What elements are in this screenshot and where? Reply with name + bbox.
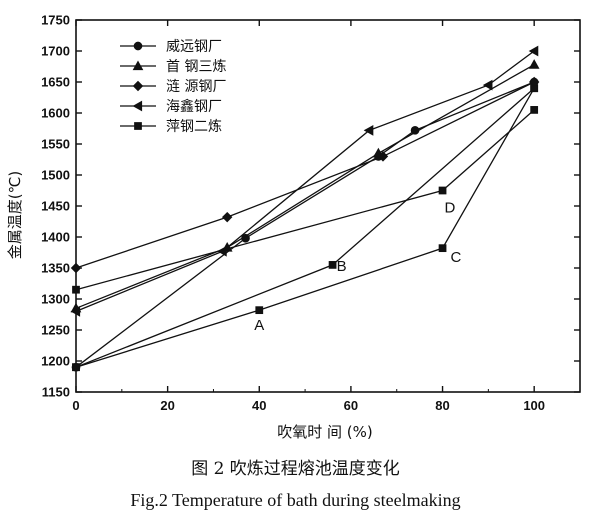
data-point (72, 285, 80, 294)
legend-marker (132, 60, 144, 71)
series-lines (70, 45, 540, 372)
data-point (72, 363, 80, 372)
data-point (438, 244, 447, 253)
series-line (75, 64, 535, 309)
legend-marker (134, 122, 142, 130)
y-tick-label: 1450 (41, 199, 70, 214)
legend-marker (132, 80, 144, 92)
annotation-label: C (451, 249, 462, 266)
data-point (377, 151, 389, 162)
plot-frame (75, 19, 581, 393)
y-axis-label: 金属温度(℃) (6, 171, 24, 260)
data-point (363, 125, 374, 136)
x-tick-label: 80 (435, 398, 449, 413)
series-6 (72, 84, 539, 372)
series-1 (71, 77, 539, 372)
annotation-label: B (337, 258, 347, 275)
series-line (75, 109, 535, 291)
annotation-label: D (445, 200, 456, 217)
data-point (70, 262, 82, 274)
x-tick-label: 20 (160, 398, 174, 413)
figure-caption-chinese: 图 2 吹炼过程熔池温度变化 (191, 459, 400, 479)
y-tick-label: 1700 (41, 44, 70, 59)
annotations: A B C D (254, 200, 461, 335)
series-line (75, 81, 535, 269)
legend-label: 萍钢二炼 (166, 119, 222, 135)
data-point (221, 211, 233, 223)
x-axis-label: 吹氧时 间 (%) (277, 423, 373, 441)
series-7 (72, 106, 539, 294)
data-point (528, 59, 540, 69)
y-tick-label: 1200 (41, 354, 70, 369)
y-tick-label: 1750 (41, 13, 70, 28)
legend-label: 海鑫钢厂 (166, 98, 222, 115)
data-point (530, 84, 539, 93)
figure-caption-english: Fig.2 Temperature of bath during steelma… (130, 490, 461, 510)
axes: 0 20 40 60 80 100 1150 1200 1250 1300 1350 1400 1450… (41, 13, 581, 413)
y-tick-label: 1250 (41, 323, 70, 338)
series-line (75, 81, 535, 368)
legend-label: 首 钢三炼 (166, 59, 226, 75)
annotation-label: A (254, 317, 264, 334)
legend-marker (133, 41, 143, 51)
chart: 0 20 40 60 80 100 1150 1200 1250 1300 1350 1400 1450… (6, 13, 581, 441)
data-point (438, 186, 447, 195)
legend-marker (132, 100, 143, 112)
y-tick-label: 1350 (41, 261, 70, 276)
series-line (75, 87, 535, 368)
y-tick-label: 1550 (41, 137, 70, 152)
data-point (255, 306, 264, 315)
legend-item: 威远钢厂 (120, 39, 222, 55)
y-tick-label: 1500 (41, 168, 70, 183)
series-2 (70, 59, 540, 313)
y-tick-label: 1650 (41, 75, 70, 90)
series-3 (70, 76, 540, 274)
x-tick-label: 40 (252, 398, 266, 413)
legend-item: 首 钢三炼 (120, 59, 226, 75)
legend-item: 萍钢二炼 (120, 119, 222, 135)
data-point (528, 45, 539, 57)
x-tick-label: 100 (523, 398, 545, 413)
x-tick-label: 0 (72, 398, 79, 413)
x-tick-label: 60 (344, 398, 358, 413)
legend-label: 涟 源钢厂 (166, 79, 226, 95)
legend-label: 威远钢厂 (166, 39, 222, 55)
data-point (328, 261, 337, 269)
legend-item: 涟 源钢厂 (120, 79, 226, 95)
data-point (530, 106, 539, 114)
y-tick-label: 1600 (41, 106, 70, 121)
y-tick-label: 1150 (42, 385, 70, 400)
series-line (75, 50, 535, 313)
data-point (70, 306, 81, 317)
data-point (482, 79, 493, 91)
y-tick-label: 1300 (41, 292, 70, 307)
legend-item: 海鑫钢厂 (120, 98, 222, 115)
y-tick-label: 1400 (41, 230, 70, 245)
